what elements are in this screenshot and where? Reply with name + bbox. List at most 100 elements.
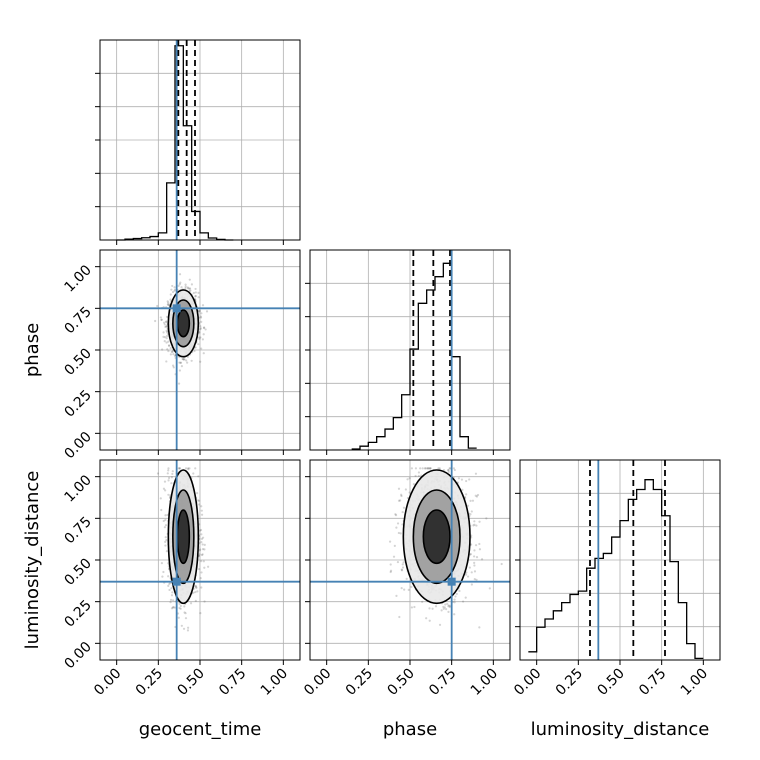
sample-point (188, 467, 191, 470)
x-tick-label: 0.25 (133, 666, 166, 699)
sample-point (170, 350, 173, 354)
sample-point (170, 594, 174, 597)
sample-point (473, 555, 476, 558)
sample-point (183, 611, 186, 614)
sample-point (388, 540, 392, 543)
sample-point (170, 587, 173, 590)
histogram-step-geocent_time (116, 45, 234, 241)
sample-point (400, 494, 403, 498)
sample-point (164, 544, 167, 547)
sample-point (466, 575, 470, 578)
sample-point (171, 470, 174, 473)
sample-point (202, 352, 205, 355)
sample-point (164, 540, 167, 543)
sample-point (162, 487, 166, 490)
sample-point (194, 590, 197, 594)
sample-point (475, 556, 479, 559)
sample-point (171, 591, 174, 594)
y-tick-label: 0.00 (61, 429, 94, 462)
sample-point (178, 467, 182, 470)
sample-point (428, 467, 432, 470)
x-tick-label: 0.75 (636, 666, 669, 699)
sample-point (469, 552, 472, 556)
sample-point (438, 467, 441, 470)
sample-point (443, 606, 446, 609)
sample-point (163, 480, 167, 483)
ylabel-phase: phase (22, 323, 43, 377)
sample-point (172, 599, 175, 602)
sample-point (392, 555, 396, 558)
y-tick-label: 1.00 (61, 262, 94, 295)
sample-point (419, 467, 422, 470)
sample-point (469, 499, 472, 502)
sample-point (165, 341, 168, 344)
sample-point (437, 467, 440, 470)
sample-point (200, 347, 203, 350)
y-tick-label: 0.50 (61, 346, 94, 379)
sample-point (407, 588, 410, 592)
sample-point (473, 561, 476, 564)
sample-point (417, 471, 421, 474)
sample-point (172, 366, 175, 369)
sample-point (203, 326, 206, 329)
sample-point (166, 303, 169, 306)
sample-point (197, 309, 201, 313)
sample-point (188, 287, 192, 290)
x-tick-label: 0.25 (343, 666, 376, 699)
sample-point (198, 553, 201, 556)
x-tick-label: 0.50 (594, 666, 627, 699)
sample-point (453, 613, 456, 616)
sample-point (180, 286, 183, 289)
sample-point (186, 361, 189, 364)
sample-point (421, 467, 424, 470)
sample-point (198, 337, 201, 341)
sample-point (200, 320, 203, 324)
sample-point (184, 285, 187, 288)
sample-point (199, 548, 202, 551)
sample-point (406, 478, 409, 481)
sample-point (198, 336, 201, 339)
sample-point (200, 513, 204, 516)
sample-point (410, 585, 413, 588)
sample-point (448, 467, 451, 470)
sample-point (428, 619, 431, 622)
sample-point (448, 605, 451, 609)
sample-point (172, 606, 175, 609)
sample-point (165, 320, 168, 323)
sample-point (187, 468, 190, 471)
sample-point (461, 488, 464, 491)
sample-point (442, 607, 445, 610)
sample-point (434, 605, 438, 608)
sample-point (154, 319, 157, 323)
sample-point (207, 565, 210, 568)
sample-point (408, 491, 411, 494)
sample-point (184, 467, 188, 470)
sample-point (478, 626, 481, 629)
sample-point (179, 361, 182, 364)
sample-point (197, 343, 200, 346)
sample-point (200, 509, 203, 512)
sample-point (169, 293, 172, 296)
sample-point (201, 536, 205, 539)
sample-point (169, 347, 172, 350)
sample-point (396, 560, 400, 564)
sample-point (180, 365, 184, 368)
sample-point (473, 570, 477, 573)
sample-point (473, 549, 476, 552)
sample-point (162, 570, 165, 574)
sample-point (173, 354, 177, 358)
sample-point (414, 467, 418, 470)
sample-point (165, 329, 168, 332)
y-tick-label: 0.75 (61, 514, 94, 547)
sample-point (412, 483, 415, 486)
sample-point (198, 503, 201, 506)
sample-point (167, 349, 170, 353)
sample-point (163, 323, 166, 326)
sample-point (170, 476, 173, 479)
xlabel-luminosity-distance: luminosity_distance (531, 719, 710, 740)
sample-point (161, 348, 164, 351)
sample-point (165, 334, 169, 338)
contour-inner (422, 509, 451, 565)
sample-point (194, 467, 197, 470)
sample-point (166, 348, 169, 351)
